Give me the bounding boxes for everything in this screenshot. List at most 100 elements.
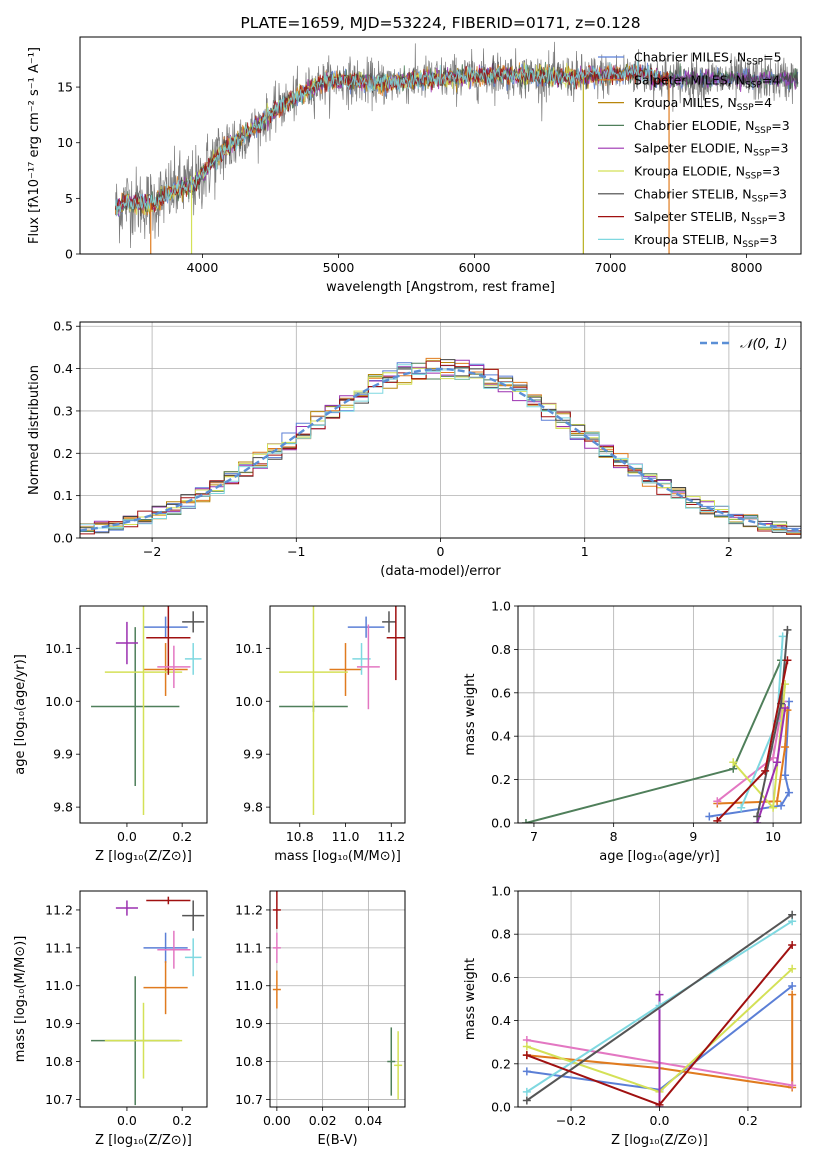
y-tick-label: 0.4 — [491, 1013, 511, 1028]
z-weight-series — [522, 910, 797, 1107]
y-tick-label: 0.5 — [53, 319, 73, 334]
legend-sub: SSP — [737, 103, 754, 113]
y-tick-label: 0.4 — [491, 729, 511, 744]
series-marker — [769, 803, 778, 812]
z-weight-frame — [517, 890, 802, 1108]
age-weight-frame — [517, 605, 802, 824]
histogram-step — [80, 364, 801, 537]
x-tick-label: 9 — [689, 829, 697, 844]
y-tick-label: 10.9 — [45, 1016, 73, 1031]
legend-name: Salpeter ELODIE, N — [634, 141, 753, 156]
y-tick-label: 1.0 — [491, 884, 511, 899]
y-tick-label: 0.8 — [491, 927, 511, 942]
y-tick-label: 10.8 — [235, 1054, 263, 1069]
series-line — [526, 994, 794, 1089]
x-tick-label: 7 — [530, 829, 538, 844]
legend-sub: SSP — [753, 149, 770, 159]
y-tick-label: 10.1 — [45, 641, 73, 656]
y-tick-label: 10.0 — [235, 694, 263, 709]
legend-sub: SSP — [745, 80, 762, 90]
legend-label: Salpeter MILES, NSSP=4 — [634, 72, 780, 90]
legend-name: Chabrier ELODIE, N — [634, 118, 754, 133]
x-tick-label: 5000 — [323, 260, 355, 275]
y-tick-label: 9.9 — [53, 747, 73, 762]
y-axis-label: age [log₁₀(age/yr)] — [13, 654, 28, 775]
y-tick-label: 0.0 — [53, 531, 73, 546]
y-axis-label: Normed distribution — [27, 365, 42, 495]
y-tick-label: 0.6 — [491, 970, 511, 985]
legend-value: =3 — [767, 209, 785, 224]
series-marker — [522, 1087, 531, 1096]
series-marker — [777, 801, 786, 810]
series-marker — [788, 982, 797, 991]
y-tick-label: 10.7 — [45, 1092, 73, 1107]
y-tick-label: 0 — [65, 247, 73, 262]
series-marker — [788, 910, 797, 919]
x-axis-label: mass [log₁₀(M/M⊙)] — [274, 849, 401, 864]
normal-curve — [80, 367, 801, 532]
y-tick-label: 11.0 — [45, 978, 73, 993]
series-marker — [522, 1051, 531, 1060]
legend-label: Salpeter ELODIE, NSSP=3 — [634, 141, 788, 159]
series-marker — [522, 1096, 531, 1105]
y-tick-label: 11.2 — [45, 902, 73, 917]
x-axis-label: Z [log₁₀(Z/Z⊙)] — [95, 849, 192, 864]
x-tick-label: −1 — [287, 544, 305, 559]
x-tick-label: 1 — [581, 544, 589, 559]
mass-age-frame — [269, 605, 406, 824]
series-line — [526, 913, 793, 1102]
series-marker — [655, 1100, 664, 1107]
series-marker — [713, 797, 722, 806]
x-tick-label: 0.2 — [172, 829, 192, 844]
legend-label: Salpeter STELIB, NSSP=3 — [634, 209, 786, 227]
y-tick-label: 0.2 — [491, 1056, 511, 1071]
y-tick-label: 9.9 — [243, 747, 263, 762]
x-tick-label: 11.0 — [332, 829, 360, 844]
y-tick-label: 11.1 — [235, 940, 263, 955]
legend-value: =5 — [763, 50, 781, 65]
x-tick-label: 6000 — [459, 260, 491, 275]
x-tick-label: −2 — [143, 544, 161, 559]
x-tick-label: 8 — [610, 829, 618, 844]
spectrum-frame — [79, 36, 802, 255]
legend-label: Kroupa MILES, NSSP=4 — [634, 95, 772, 113]
chart-title: PLATE=1659, MJD=53224, FIBERID=0171, z=0… — [240, 14, 640, 32]
series-marker — [713, 816, 722, 823]
observed-spectrum — [115, 41, 799, 249]
series-marker — [781, 743, 790, 752]
legend-label: Kroupa STELIB, NSSP=3 — [634, 232, 778, 250]
y-tick-label: 10.1 — [235, 641, 263, 656]
y-tick-label: 10.0 — [45, 694, 73, 709]
series-marker — [788, 941, 797, 949]
x-tick-label: 0.0 — [650, 1113, 670, 1128]
x-tick-label: 4000 — [187, 260, 219, 275]
legend-sub: SSP — [752, 194, 769, 204]
legend-sub: SSP — [750, 217, 767, 227]
series-marker — [783, 656, 792, 665]
x-tick-label: 0 — [437, 544, 445, 559]
legend-name: Chabrier MILES, N — [634, 50, 746, 65]
legend-name: Kroupa MILES, N — [634, 95, 737, 110]
legend-value: =3 — [769, 186, 787, 201]
legend-sub: SSP — [742, 240, 759, 250]
ebv-mass-points — [272, 891, 403, 1100]
model-spectrum-line — [114, 60, 659, 216]
x-axis-label: Z [log₁₀(Z/Z⊙)] — [611, 1133, 708, 1148]
series-marker — [781, 771, 790, 780]
spectrum-legend: Chabrier MILES, N SSP =5 Salpeter MILES, NS… — [598, 50, 790, 250]
y-axis-label: mass [log₁₀(M/M⊙)] — [13, 936, 28, 1063]
z-age-axes: 0.0 0.2 9.8 9.9 10.0 10.1 Z [log₁₀(Z/Z⊙)] age [… — [13, 641, 192, 864]
ebv-mass-axes: 0.00 0.02 0.04 10.7 10.8 10.9 11.0 11.1 11.2 E(B-… — [235, 891, 405, 1148]
y-tick-label: 0.3 — [53, 403, 73, 418]
series-marker — [783, 625, 792, 634]
legend-name: Chabrier STELIB, N — [634, 186, 752, 201]
y-axis-label: mass weight — [463, 958, 478, 1040]
z-mass-frame — [79, 890, 208, 1108]
spectrum-axes: 4000 5000 6000 7000 8000 0 5 10 15 wavelength [An… — [27, 47, 763, 295]
x-tick-label: 7000 — [595, 260, 627, 275]
series-marker — [729, 758, 738, 767]
x-axis-label: E(B-V) — [317, 1133, 357, 1148]
series-marker — [522, 1042, 531, 1051]
legend-name: Salpeter STELIB, N — [634, 209, 750, 224]
z-weight-axes: −0.2 0.0 0.2 0.0 0.2 0.4 0.6 0.8 1.0 Z [log₁₀(Z/Z… — [463, 884, 801, 1148]
